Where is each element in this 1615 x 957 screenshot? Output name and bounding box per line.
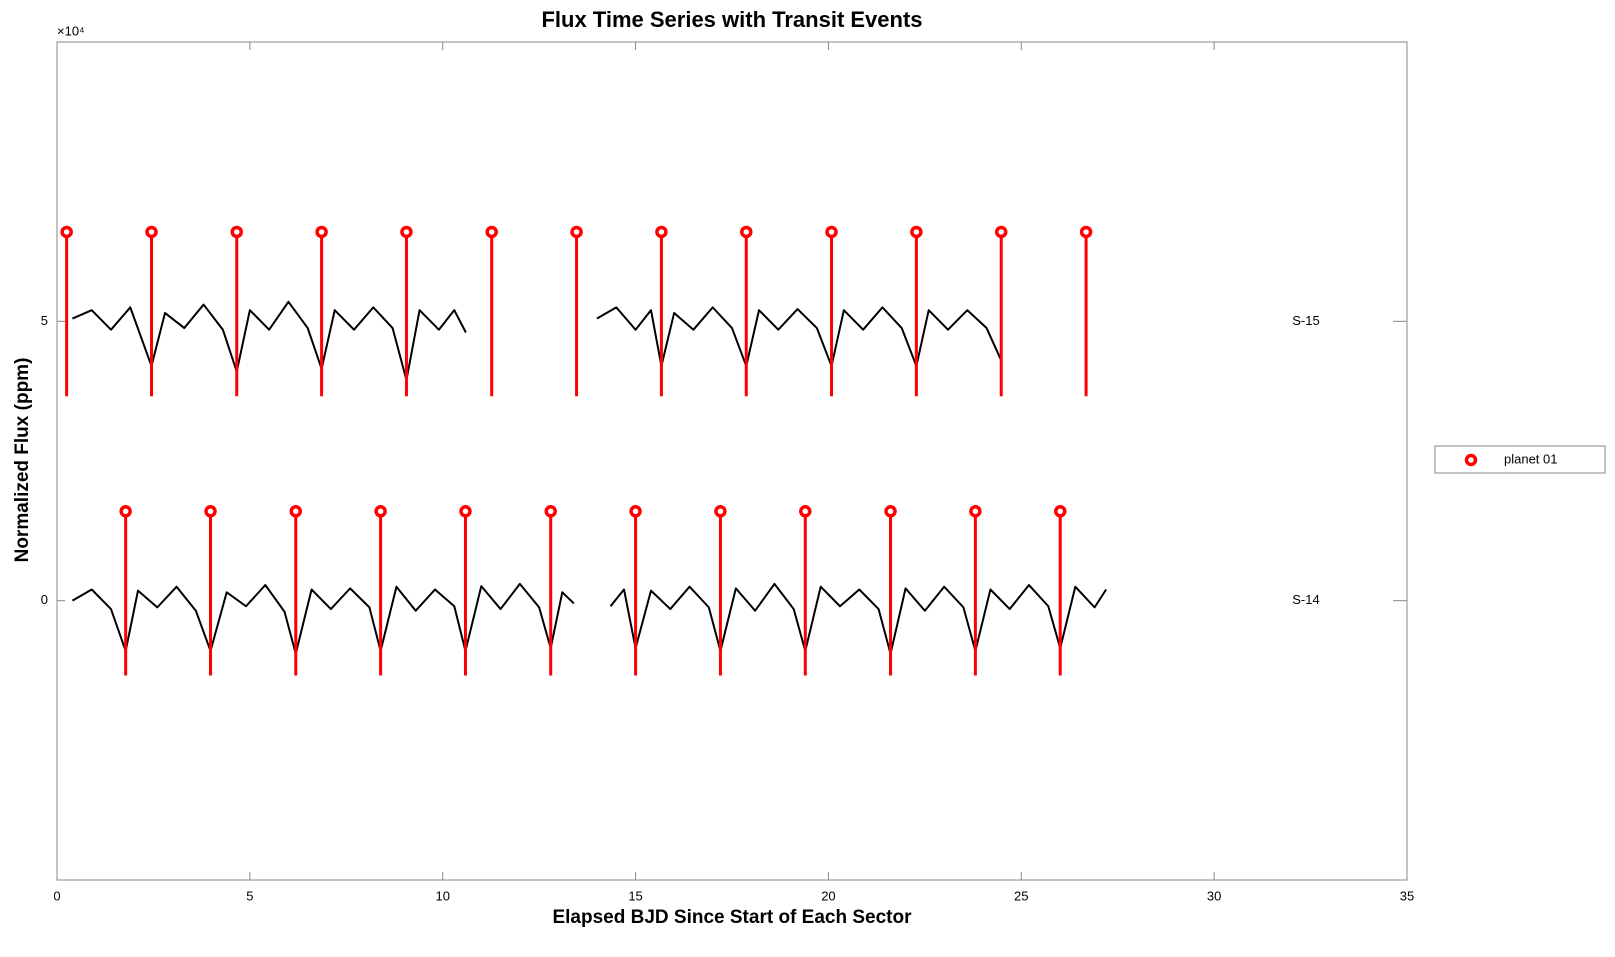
transit-marker (655, 225, 668, 239)
transit-marker (1053, 505, 1067, 518)
transit-marker (544, 505, 557, 518)
x-tick-label: 10 (435, 888, 449, 903)
transit-marker (825, 225, 838, 239)
x-tick-label: 30 (1207, 888, 1221, 903)
legend-box (1434, 445, 1606, 474)
transit-marker (629, 505, 642, 518)
x-tick-label: 0 (53, 888, 60, 903)
transit-marker (570, 225, 583, 239)
transit-marker (969, 505, 982, 518)
transit-marker (740, 225, 753, 239)
transit-marker (289, 505, 303, 518)
y-tick-label: 0 (41, 592, 48, 607)
y-exponent-label: ×10⁴ (57, 23, 85, 38)
transit-marker (60, 225, 73, 239)
flux-line (72, 300, 1003, 381)
sector-label: S-15 (1292, 313, 1319, 328)
transit-marker (145, 225, 158, 239)
plot-frame (56, 41, 1408, 881)
transit-marker (204, 505, 217, 518)
transit-marker (400, 225, 413, 239)
legend-label: planet 01 (1504, 451, 1558, 466)
y-axis-label: Normalized Flux (ppm) (12, 358, 33, 563)
transit-marker (910, 225, 923, 239)
sector-label: S-14 (1292, 592, 1319, 607)
y-tick-label: 5 (41, 313, 48, 328)
transit-marker (374, 505, 387, 518)
x-tick-label: 20 (821, 888, 835, 903)
x-tick-label: 5 (246, 888, 253, 903)
x-tick-label: 15 (628, 888, 642, 903)
legend-marker (1464, 453, 1478, 467)
legend: planet 01 (1434, 445, 1606, 474)
x-tick-label: 25 (1014, 888, 1028, 903)
transit-marker (119, 505, 132, 518)
x-axis-label: Elapsed BJD Since Start of Each Sector (552, 907, 912, 928)
transit-marker (1079, 225, 1093, 239)
transit-marker (315, 225, 328, 239)
transit-marker (994, 225, 1008, 239)
x-tick-label: 35 (1400, 888, 1414, 903)
flux-line (71, 582, 1107, 655)
transit-marker (485, 225, 498, 239)
chart-title: Flux Time Series with Transit Events (541, 7, 922, 32)
transit-marker (459, 505, 472, 518)
transit-marker (714, 505, 727, 518)
transit-marker (884, 505, 897, 518)
transit-marker (230, 225, 243, 239)
transit-marker (799, 505, 812, 518)
